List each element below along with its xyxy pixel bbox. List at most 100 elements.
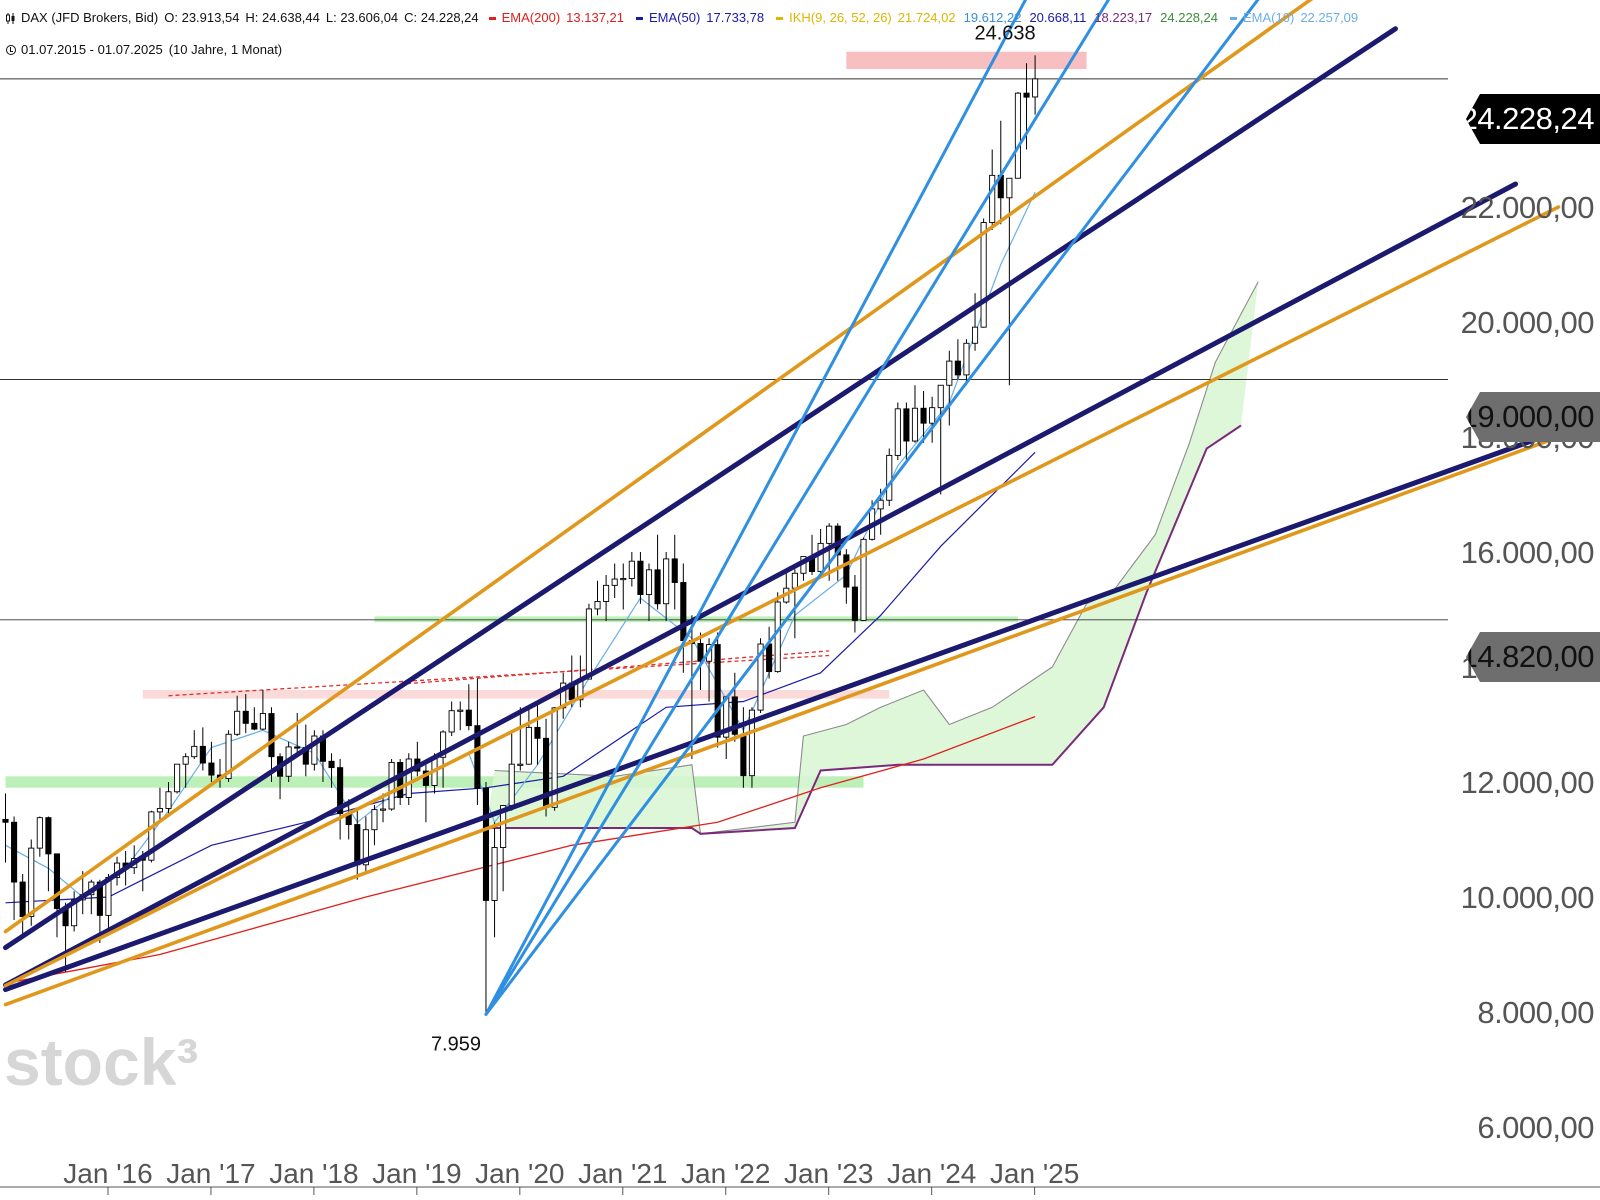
candle-2019-01[interactable]: [362, 816, 369, 875]
candle-2017-11[interactable]: [242, 694, 249, 734]
candle-2019-06[interactable]: [405, 753, 412, 805]
ema10-legend-label[interactable]: EMA(10): [1243, 10, 1295, 25]
candle-2021-06[interactable]: [611, 563, 618, 599]
candle-2019-04[interactable]: [388, 759, 395, 811]
candle-2015-11[interactable]: [36, 816, 43, 857]
candle-2022-09[interactable]: [740, 707, 747, 788]
candle-2020-01[interactable]: [465, 684, 472, 731]
candle-2015-07[interactable]: [2, 793, 9, 863]
indicator-1-label[interactable]: EMA(50): [649, 10, 701, 25]
candle-2025-05[interactable]: [1014, 92, 1021, 179]
candle-2020-05[interactable]: [500, 805, 507, 892]
candle-2024-03[interactable]: [894, 402, 901, 461]
candle-2022-12[interactable]: [766, 626, 773, 679]
candle-2021-08[interactable]: [628, 552, 635, 587]
candle-2020-09[interactable]: [534, 701, 541, 765]
candle-2016-03[interactable]: [71, 891, 78, 932]
candle-2024-08[interactable]: [937, 384, 944, 495]
candle-2017-01[interactable]: [156, 787, 163, 823]
candle-2024-04[interactable]: [903, 402, 910, 461]
candle-2018-03[interactable]: [277, 753, 284, 800]
candle-2018-01[interactable]: [259, 690, 266, 731]
candle-2024-06[interactable]: [920, 391, 927, 443]
navy-trendline-1[interactable]: [3, 181, 1519, 988]
candle-2022-11[interactable]: [757, 638, 764, 713]
candle-2017-05[interactable]: [191, 730, 198, 759]
candle-2019-07[interactable]: [414, 741, 421, 777]
candle-2021-05[interactable]: [603, 575, 610, 621]
indicator-0-value: 13.137,21: [566, 10, 624, 25]
candle-2019-12[interactable]: [457, 701, 464, 731]
candle-2017-03[interactable]: [174, 763, 181, 794]
candle-2019-11[interactable]: [448, 701, 455, 737]
candle-2021-11[interactable]: [654, 534, 661, 610]
indicator-2-value: 21.724,02: [897, 10, 956, 25]
candle-2024-07[interactable]: [929, 396, 936, 443]
candle-2015-08[interactable]: [11, 816, 18, 921]
candle-2018-10[interactable]: [337, 759, 344, 840]
candle-2017-02[interactable]: [165, 782, 172, 817]
candle-2015-09[interactable]: [19, 874, 26, 938]
candle-2019-05[interactable]: [397, 759, 404, 805]
navy-trendline-2[interactable]: [3, 428, 1561, 993]
candle-2023-09[interactable]: [843, 549, 850, 604]
indicator-0-label[interactable]: EMA(200): [501, 10, 561, 25]
candle-2023-10[interactable]: [851, 575, 858, 633]
candle-2024-02[interactable]: [886, 448, 893, 507]
candles-layer[interactable]: [2, 55, 1039, 1012]
candle-2018-05[interactable]: [294, 713, 301, 754]
candle-2024-09[interactable]: [946, 350, 953, 426]
candle-2020-07[interactable]: [517, 707, 524, 771]
candle-2024-10[interactable]: [954, 339, 961, 380]
indicator-legend[interactable]: EMA(200) 13.137,21 EMA(50) 17.733,78 IKH(9, …: [485, 10, 1367, 25]
candle-2022-08[interactable]: [731, 672, 738, 742]
candle-2024-11[interactable]: [963, 339, 970, 386]
candle-2016-05[interactable]: [88, 879, 95, 915]
candle-2021-03[interactable]: [585, 603, 592, 680]
candle-2021-07[interactable]: [620, 563, 627, 610]
candle-2024-12[interactable]: [971, 293, 979, 351]
indicator-2-label[interactable]: IKH(9, 26, 52, 26): [789, 10, 892, 25]
candle-2020-04[interactable]: [491, 822, 498, 938]
candle-2015-12[interactable]: [45, 816, 52, 892]
candle-2020-10[interactable]: [542, 718, 550, 817]
trendlines-layer[interactable]: [3, 0, 1561, 1016]
candle-2024-05[interactable]: [911, 385, 919, 443]
blue-trendline-7[interactable]: [484, 0, 1130, 1016]
candle-2016-02[interactable]: [62, 902, 69, 972]
candle-2021-09[interactable]: [637, 552, 644, 604]
navy-trendline-0[interactable]: [3, 26, 1398, 951]
candle-2019-10[interactable]: [440, 730, 447, 788]
orange-trendline-5[interactable]: [3, 435, 1561, 1007]
candle-2020-06[interactable]: [508, 730, 515, 811]
candle-2022-02[interactable]: [680, 563, 687, 673]
candle-2020-12[interactable]: [560, 672, 567, 719]
candle-2022-04[interactable]: [697, 632, 704, 691]
candle-2017-06[interactable]: [199, 727, 206, 771]
candle-2025-01[interactable]: [980, 218, 987, 328]
candle-2022-01[interactable]: [671, 534, 678, 610]
candle-2025-07[interactable]: [1032, 55, 1039, 115]
candle-2023-11[interactable]: [860, 537, 867, 621]
candle-2019-02[interactable]: [371, 805, 378, 846]
candle-2017-10[interactable]: [234, 695, 241, 736]
candle-2020-08[interactable]: [525, 707, 532, 765]
candle-2020-03[interactable]: [482, 782, 490, 1012]
candle-2018-09[interactable]: [328, 753, 335, 788]
candle-2021-12[interactable]: [663, 552, 670, 621]
orange-trendline-4[interactable]: [3, 205, 1561, 988]
candle-2017-04[interactable]: [182, 753, 189, 788]
candle-2017-07[interactable]: [208, 741, 215, 782]
candle-2023-02[interactable]: [783, 572, 790, 604]
candle-2020-02[interactable]: [474, 678, 481, 806]
blue-trendline-8[interactable]: [484, 0, 1284, 1016]
candle-2021-04[interactable]: [594, 580, 601, 616]
candle-2017-12[interactable]: [251, 707, 258, 731]
candle-2018-07[interactable]: [311, 730, 318, 771]
blue-trendline-6[interactable]: [484, 0, 1044, 1016]
candle-2022-06[interactable]: [714, 632, 721, 748]
candle-2021-10[interactable]: [645, 563, 653, 622]
orange-trendline-3[interactable]: [3, 0, 1447, 934]
candle-2016-01[interactable]: [53, 853, 61, 938]
